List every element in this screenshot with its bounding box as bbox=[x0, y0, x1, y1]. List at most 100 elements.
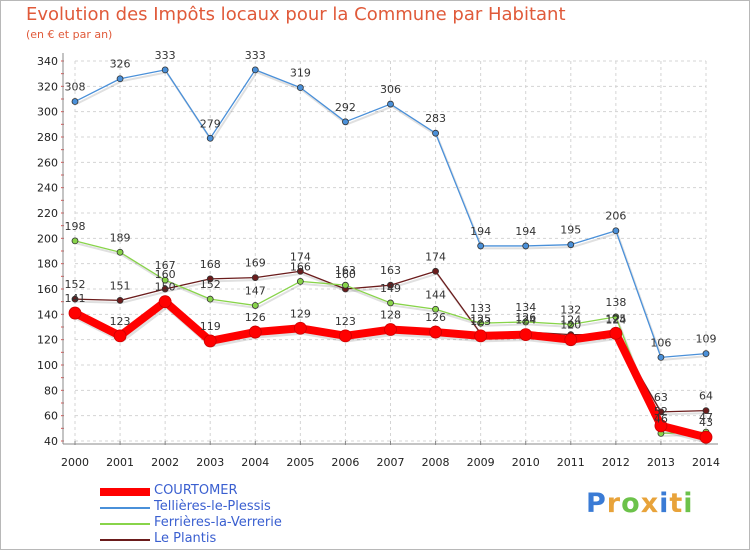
data-label-le-plantis: 174 bbox=[425, 250, 446, 263]
legend-item-le-plantis[interactable]: Le Plantis bbox=[100, 531, 420, 548]
data-point-courtomer[interactable] bbox=[293, 321, 307, 335]
data-label-courtomer: 128 bbox=[380, 309, 401, 322]
grid-lines bbox=[74, 60, 707, 442]
data-point-courtomer[interactable] bbox=[339, 329, 352, 343]
data-point-ferrieres-la-verrerie[interactable] bbox=[432, 305, 439, 313]
data-label-courtomer: 141 bbox=[65, 292, 86, 305]
y-tick-label: 180 bbox=[37, 258, 58, 271]
data-point-ferrieres-la-verrerie[interactable] bbox=[567, 321, 575, 328]
y-tick-label: 340 bbox=[37, 55, 58, 68]
data-point-ferrieres-la-verrerie[interactable] bbox=[71, 237, 79, 245]
x-tick-label: 2006 bbox=[331, 456, 359, 469]
data-label-courtomer: 120 bbox=[560, 319, 581, 332]
data-point-tellieres-le-plessis[interactable] bbox=[522, 242, 530, 250]
legend-item-ferrieres-la-verrerie[interactable]: Ferrières-la-Verrerie bbox=[100, 515, 420, 532]
y-tick-label: 280 bbox=[37, 131, 58, 144]
data-point-le-plantis[interactable] bbox=[432, 267, 439, 275]
legend-swatch-ferrieres-la-verrerie bbox=[100, 523, 150, 525]
data-point-tellieres-le-plessis[interactable] bbox=[657, 353, 665, 361]
data-point-courtomer[interactable] bbox=[519, 328, 533, 342]
data-label-le-plantis: 174 bbox=[290, 250, 311, 263]
data-point-le-plantis[interactable] bbox=[387, 281, 394, 289]
data-point-courtomer[interactable] bbox=[654, 419, 668, 433]
data-point-ferrieres-la-verrerie[interactable] bbox=[387, 299, 394, 307]
data-point-courtomer[interactable] bbox=[474, 329, 488, 343]
data-label-le-plantis: 168 bbox=[200, 258, 221, 271]
data-point-tellieres-le-plessis[interactable] bbox=[612, 227, 620, 235]
data-point-tellieres-le-plessis[interactable] bbox=[567, 241, 575, 249]
legend-label: COURTOMER bbox=[154, 483, 238, 498]
y-tick-label: 160 bbox=[37, 283, 58, 296]
data-label-ferrieres-la-verrerie: 138 bbox=[605, 296, 626, 309]
x-tick-label: 2004 bbox=[241, 456, 269, 469]
data-point-ferrieres-la-verrerie[interactable] bbox=[206, 295, 214, 303]
data-label-ferrieres-la-verrerie: 133 bbox=[470, 302, 491, 315]
data-point-tellieres-le-plessis[interactable] bbox=[161, 66, 169, 74]
data-point-courtomer[interactable] bbox=[564, 333, 578, 347]
data-point-le-plantis[interactable] bbox=[161, 285, 169, 293]
data-point-le-plantis[interactable] bbox=[296, 267, 304, 275]
data-point-ferrieres-la-verrerie[interactable] bbox=[161, 276, 169, 284]
data-label-ferrieres-la-verrerie: 198 bbox=[65, 220, 86, 233]
data-point-courtomer[interactable] bbox=[113, 329, 127, 343]
x-tick-label: 2007 bbox=[377, 456, 405, 469]
data-point-tellieres-le-plessis[interactable] bbox=[206, 134, 214, 142]
data-point-le-plantis[interactable] bbox=[251, 274, 259, 282]
x-tick-label: 2002 bbox=[151, 456, 179, 469]
proxiti-logo: Proxiti bbox=[586, 488, 694, 519]
data-point-tellieres-le-plessis[interactable] bbox=[387, 100, 394, 108]
data-label-tellieres-le-plessis: 306 bbox=[380, 83, 401, 96]
data-label-ferrieres-la-verrerie: 189 bbox=[110, 231, 131, 244]
x-tick-label: 2011 bbox=[557, 456, 585, 469]
data-point-courtomer[interactable] bbox=[429, 325, 442, 339]
data-point-le-plantis[interactable] bbox=[206, 275, 214, 283]
data-label-courtomer: 52 bbox=[654, 405, 668, 418]
data-point-ferrieres-la-verrerie[interactable] bbox=[342, 281, 349, 289]
data-label-ferrieres-la-verrerie: 149 bbox=[380, 282, 401, 295]
data-label-le-plantis: 163 bbox=[380, 264, 401, 277]
data-label-ferrieres-la-verrerie: 134 bbox=[515, 301, 536, 314]
data-point-le-plantis[interactable] bbox=[116, 296, 124, 304]
data-point-tellieres-le-plessis[interactable] bbox=[432, 129, 439, 137]
data-label-tellieres-le-plessis: 319 bbox=[290, 67, 311, 80]
data-label-tellieres-le-plessis: 292 bbox=[335, 101, 356, 114]
data-point-tellieres-le-plessis[interactable] bbox=[251, 66, 259, 74]
data-label-le-plantis: 152 bbox=[65, 278, 86, 291]
data-point-courtomer[interactable] bbox=[248, 325, 262, 339]
logo-letter: i bbox=[683, 488, 694, 519]
data-point-courtomer[interactable] bbox=[609, 326, 623, 340]
x-tick-label: 2003 bbox=[196, 456, 224, 469]
data-point-le-plantis[interactable] bbox=[71, 295, 79, 303]
legend-label: Tellières-le-Plessis bbox=[154, 499, 271, 514]
data-point-ferrieres-la-verrerie[interactable] bbox=[296, 277, 304, 285]
data-point-courtomer[interactable] bbox=[203, 334, 217, 348]
y-tick-label: 320 bbox=[37, 80, 58, 93]
data-point-tellieres-le-plessis[interactable] bbox=[342, 118, 349, 126]
data-point-ferrieres-la-verrerie[interactable] bbox=[116, 248, 124, 256]
data-point-courtomer[interactable] bbox=[68, 306, 82, 320]
data-point-courtomer[interactable] bbox=[384, 323, 397, 336]
axes: 40 60 80 100 120 140 160 180 200 220 240 260 280 300 3… bbox=[37, 53, 720, 469]
data-point-ferrieres-la-verrerie[interactable] bbox=[522, 318, 530, 326]
legend-swatch-courtomer bbox=[100, 488, 150, 496]
legend-item-courtomer[interactable]: COURTOMER bbox=[100, 483, 420, 500]
data-point-courtomer[interactable] bbox=[158, 295, 172, 309]
data-point-ferrieres-la-verrerie[interactable] bbox=[251, 302, 259, 309]
data-point-le-plantis[interactable] bbox=[702, 407, 710, 415]
y-tick-label: 220 bbox=[37, 207, 58, 220]
data-point-courtomer[interactable] bbox=[699, 430, 713, 444]
legend-item-tellieres-le-plessis[interactable]: Tellières-le-Plessis bbox=[100, 499, 420, 516]
legend-label: Ferrières-la-Verrerie bbox=[154, 515, 282, 530]
data-point-ferrieres-la-verrerie[interactable] bbox=[612, 313, 620, 321]
data-label-ferrieres-la-verrerie: 147 bbox=[245, 284, 266, 297]
data-point-tellieres-le-plessis[interactable] bbox=[702, 350, 710, 358]
data-point-tellieres-le-plessis[interactable] bbox=[477, 242, 485, 250]
x-tick-label: 2013 bbox=[647, 456, 675, 469]
data-point-tellieres-le-plessis[interactable] bbox=[116, 75, 124, 83]
data-point-tellieres-le-plessis[interactable] bbox=[296, 84, 304, 91]
data-point-tellieres-le-plessis[interactable] bbox=[71, 98, 79, 105]
data-label-tellieres-le-plessis: 106 bbox=[650, 336, 671, 349]
data-point-ferrieres-la-verrerie[interactable] bbox=[477, 319, 485, 327]
data-label-le-plantis: 125 bbox=[470, 312, 491, 325]
